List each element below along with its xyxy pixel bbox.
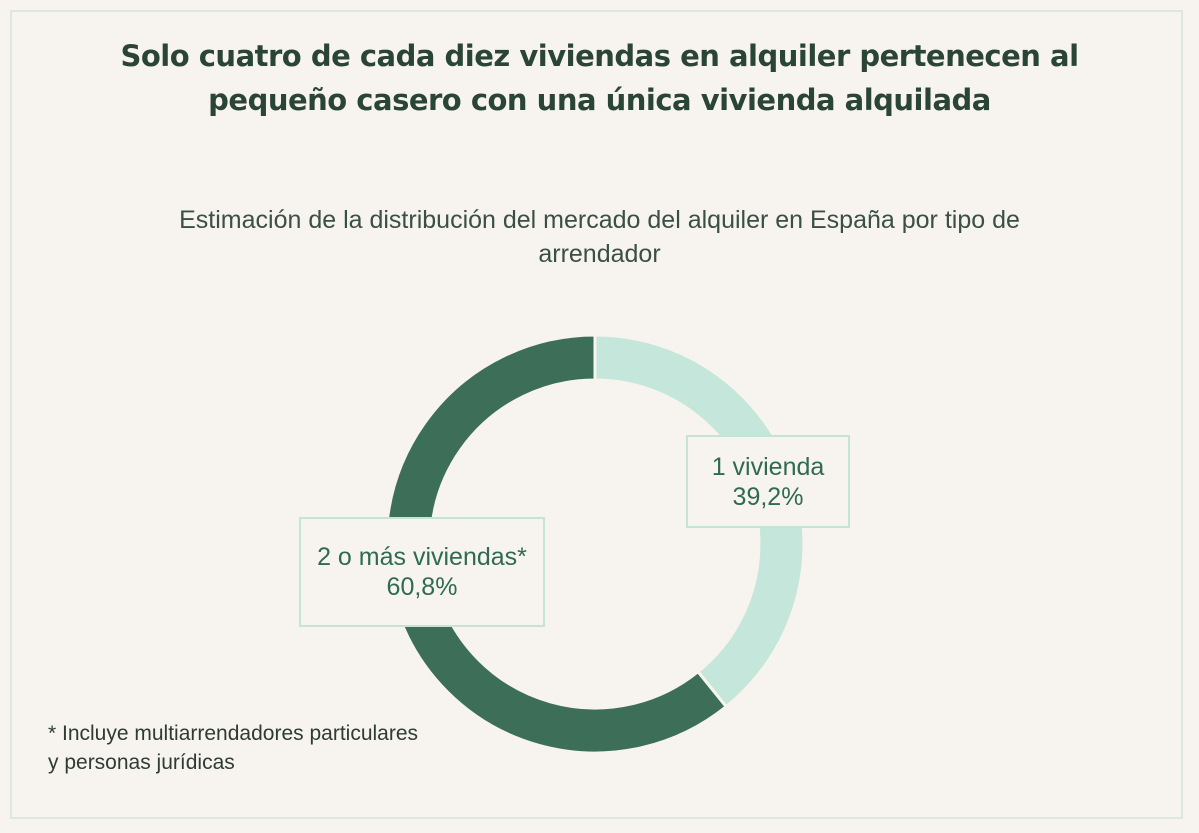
chart-frame bbox=[10, 10, 1183, 819]
chart-subtitle: Estimación de la distribución del mercad… bbox=[179, 206, 1020, 268]
footnote: * Incluye multiarrendadores particulares… bbox=[48, 722, 419, 774]
slice-value-text: 60,8% bbox=[386, 573, 458, 601]
slice-value-text: 39,2% bbox=[732, 482, 804, 511]
donut-slice-0 bbox=[593, 333, 806, 709]
chart-title: Solo cuatro de cada diez viviendas en al… bbox=[120, 39, 1079, 117]
slice-label-text: 2 o más viviendas* bbox=[317, 543, 527, 571]
slice-label-2-o-mas-viviendas: 2 o más viviendas* 60,8% bbox=[299, 517, 545, 627]
slice-label-text: 1 vivienda bbox=[711, 452, 825, 481]
slice-label-1-vivienda: 1 vivienda 39,2% bbox=[686, 435, 850, 528]
donut-slice-1 bbox=[384, 333, 729, 755]
